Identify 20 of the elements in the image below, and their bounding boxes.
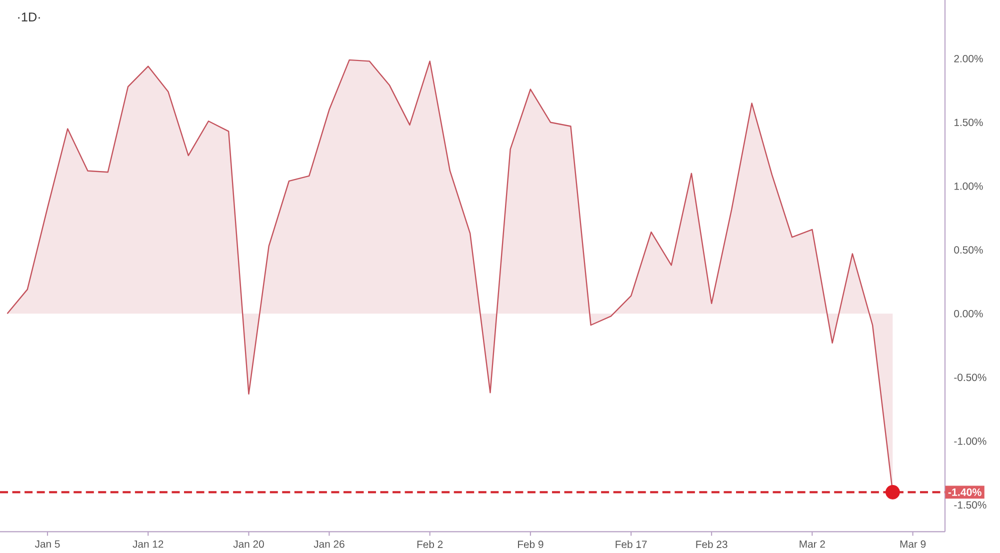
y-tick-label: 0.50% xyxy=(954,246,983,254)
x-tick-label: Jan 5 xyxy=(34,540,60,548)
x-tick-label: Jan 26 xyxy=(314,540,344,548)
x-tick-label: Feb 2 xyxy=(417,540,443,548)
x-tick-label: Feb 9 xyxy=(518,540,544,548)
y-tick-label: 1.50% xyxy=(954,118,983,126)
x-tick-label: Mar 2 xyxy=(800,540,825,548)
x-tick-label: Jan 20 xyxy=(233,540,264,548)
y-tick-label: -0.50% xyxy=(954,374,986,382)
x-tick-label: Jan 12 xyxy=(132,540,164,548)
y-tick-label: 1.00% xyxy=(954,182,983,190)
y-tick-label: 0.00% xyxy=(954,310,983,318)
x-tick-label: Feb 17 xyxy=(616,540,647,548)
y-tick-label: 2.00% xyxy=(954,54,983,62)
text: ·1D· xyxy=(18,12,40,22)
x-tick-label: Feb 23 xyxy=(696,540,728,548)
x-tick-label: Mar 9 xyxy=(900,540,926,548)
y-tick-label: -1.00% xyxy=(954,437,986,445)
y-tick-label: -1.50% xyxy=(954,501,986,509)
ref-line-label: -1.40% xyxy=(948,488,982,496)
